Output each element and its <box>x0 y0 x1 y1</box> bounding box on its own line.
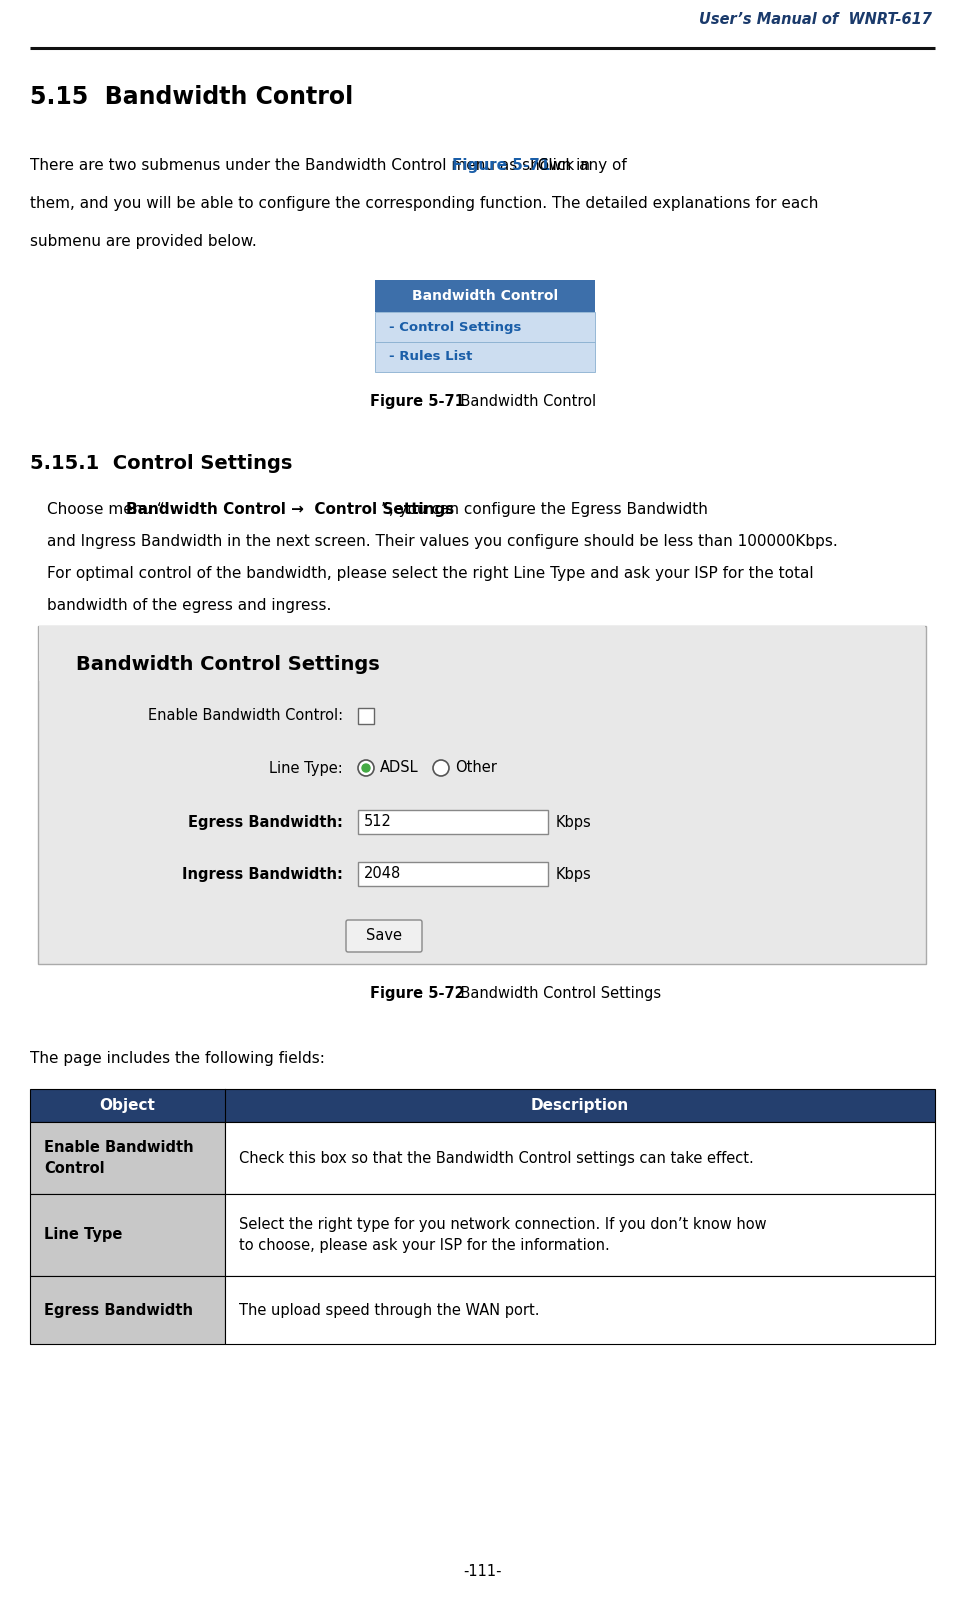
Bar <box>358 810 548 834</box>
Text: ADSL: ADSL <box>380 761 419 775</box>
Text: For optimal control of the bandwidth, please select the right Line Type and ask : For optimal control of the bandwidth, pl… <box>47 566 813 582</box>
Text: Ingress Bandwidth:: Ingress Bandwidth: <box>182 866 343 882</box>
Text: - Control Settings: - Control Settings <box>389 321 521 334</box>
Text: User’s Manual of  WNRT-617: User’s Manual of WNRT-617 <box>699 13 932 27</box>
Bar <box>358 708 374 724</box>
Bar <box>358 861 548 885</box>
Bar <box>375 312 595 342</box>
Text: 512: 512 <box>364 815 392 829</box>
Text: Bandwidth Control Settings: Bandwidth Control Settings <box>76 655 380 673</box>
Bar <box>375 342 595 372</box>
Bar <box>30 1122 225 1194</box>
Text: Figure 5-71: Figure 5-71 <box>452 158 550 173</box>
Text: Egress Bandwidth:: Egress Bandwidth: <box>188 815 343 829</box>
Text: Figure 5-72: Figure 5-72 <box>370 986 465 1000</box>
Bar <box>225 1275 935 1344</box>
Text: submenu are provided below.: submenu are provided below. <box>30 233 257 249</box>
Text: Object: Object <box>99 1098 155 1112</box>
Text: There are two submenus under the Bandwidth Control menu as shown in: There are two submenus under the Bandwid… <box>30 158 594 173</box>
Text: Kbps: Kbps <box>556 866 592 882</box>
Text: . Click any of: . Click any of <box>528 158 626 173</box>
Bar <box>30 1275 225 1344</box>
Text: Figure 5-71: Figure 5-71 <box>370 395 465 409</box>
Bar <box>30 1088 935 1122</box>
Text: Choose menu “: Choose menu “ <box>47 502 165 518</box>
Text: Bandwidth Control: Bandwidth Control <box>412 289 558 304</box>
Text: The page includes the following fields:: The page includes the following fields: <box>30 1051 325 1066</box>
Bar <box>38 626 926 964</box>
Bar <box>30 1194 225 1275</box>
Text: Bandwidth Control: Bandwidth Control <box>442 395 595 409</box>
Text: ”, you can configure the Egress Bandwidth: ”, you can configure the Egress Bandwidt… <box>381 502 707 518</box>
Text: Enable Bandwidth Control:: Enable Bandwidth Control: <box>148 708 343 724</box>
FancyBboxPatch shape <box>346 920 422 952</box>
Text: Other: Other <box>455 761 497 775</box>
Text: Enable Bandwidth
Control: Enable Bandwidth Control <box>44 1139 194 1176</box>
Text: - Rules List: - Rules List <box>389 350 473 363</box>
Text: 2048: 2048 <box>364 866 401 882</box>
Text: bandwidth of the egress and ingress.: bandwidth of the egress and ingress. <box>47 598 331 614</box>
Bar <box>39 626 925 681</box>
Text: Description: Description <box>531 1098 629 1112</box>
Text: Save: Save <box>366 928 402 943</box>
Text: Egress Bandwidth: Egress Bandwidth <box>44 1302 193 1317</box>
Text: Line Type:: Line Type: <box>269 761 343 775</box>
Circle shape <box>433 761 449 777</box>
Circle shape <box>362 764 370 772</box>
Text: them, and you will be able to configure the corresponding function. The detailed: them, and you will be able to configure … <box>30 197 818 211</box>
Text: Bandwidth Control →  Control Settings: Bandwidth Control → Control Settings <box>125 502 454 518</box>
Text: The upload speed through the WAN port.: The upload speed through the WAN port. <box>239 1302 539 1317</box>
Text: 5.15  Bandwidth Control: 5.15 Bandwidth Control <box>30 85 353 109</box>
Text: 5.15.1  Control Settings: 5.15.1 Control Settings <box>30 454 292 473</box>
Text: Kbps: Kbps <box>556 815 592 829</box>
Text: Bandwidth Control Settings: Bandwidth Control Settings <box>442 986 661 1000</box>
Text: Line Type: Line Type <box>44 1227 123 1243</box>
Circle shape <box>358 761 374 777</box>
Bar <box>225 1122 935 1194</box>
Text: Check this box so that the Bandwidth Control settings can take effect.: Check this box so that the Bandwidth Con… <box>239 1151 754 1165</box>
Text: Select the right type for you network connection. If you don’t know how
to choos: Select the right type for you network co… <box>239 1218 766 1253</box>
Text: and Ingress Bandwidth in the next screen. Their values you configure should be l: and Ingress Bandwidth in the next screen… <box>47 534 838 550</box>
Bar <box>225 1194 935 1275</box>
Text: -111-: -111- <box>463 1564 501 1579</box>
Bar <box>375 280 595 312</box>
